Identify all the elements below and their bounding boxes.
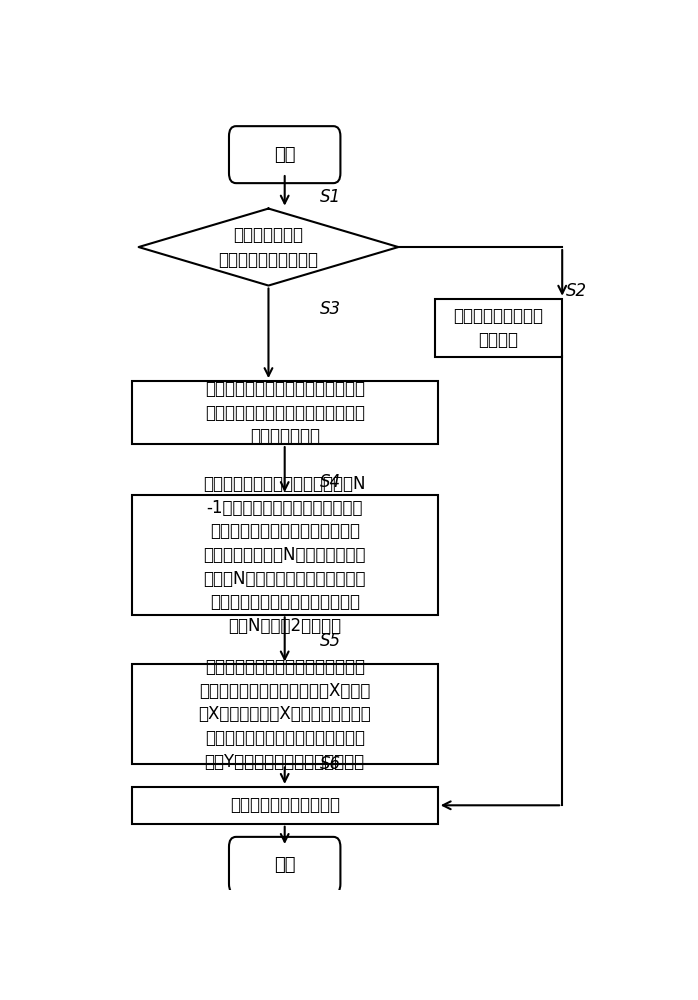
Text: S2: S2 [566, 282, 587, 300]
Text: 通过厚度传感器
检测出入钞部有无异物: 通过厚度传感器 检测出入钞部有无异物 [218, 226, 318, 269]
Text: 开始: 开始 [274, 146, 295, 164]
Text: S6: S6 [320, 755, 341, 773]
Text: 结束: 结束 [274, 856, 295, 874]
Text: S4: S4 [320, 473, 341, 491]
Text: 通过厚度传感器实时检测出入钞部内
纸币厚度，并采用纸币连续供给方式
进行分钞、验钞: 通过厚度传感器实时检测出入钞部内 纸币厚度，并采用纸币连续供给方式 进行分钞、验… [205, 380, 364, 445]
Bar [132, 664, 438, 764]
Bar [435, 299, 562, 357]
Text: 发出警告信息，结束
存款流程: 发出警告信息，结束 存款流程 [454, 307, 543, 349]
FancyBboxPatch shape [229, 837, 341, 894]
Text: S3: S3 [320, 300, 341, 318]
Bar [132, 381, 438, 444]
Text: S1: S1 [320, 188, 341, 206]
Text: 根据纸币单张供给方式开始时检测的
纸币厚度对应的第一纸币张数X，而验
钞X次，再计算出X与根据当前检测的
出入钞部内纸币厚度对应的第二纸币
张数Y的差值作为本次: 根据纸币单张供给方式开始时检测的 纸币厚度对应的第一纸币张数X，而验 钞X次，再… [198, 658, 371, 771]
Text: 统计输出真钞的计数结果: 统计输出真钞的计数结果 [230, 796, 340, 814]
Bar [132, 495, 438, 615]
Bar [132, 787, 438, 824]
Text: S5: S5 [320, 632, 341, 650]
Text: 当有拒钞时即进行将拒钞及其后的N
-1张纸币返回出入钞部的方式进行
二次验钞，若出现有拒钞且检测到
出入钞部内纸币为N张纸币的厚度，
或连续N次拒钞的情况，则进: 当有拒钞时即进行将拒钞及其后的N -1张纸币返回出入钞部的方式进行 二次验钞，若… [203, 475, 366, 635]
FancyBboxPatch shape [229, 126, 341, 183]
